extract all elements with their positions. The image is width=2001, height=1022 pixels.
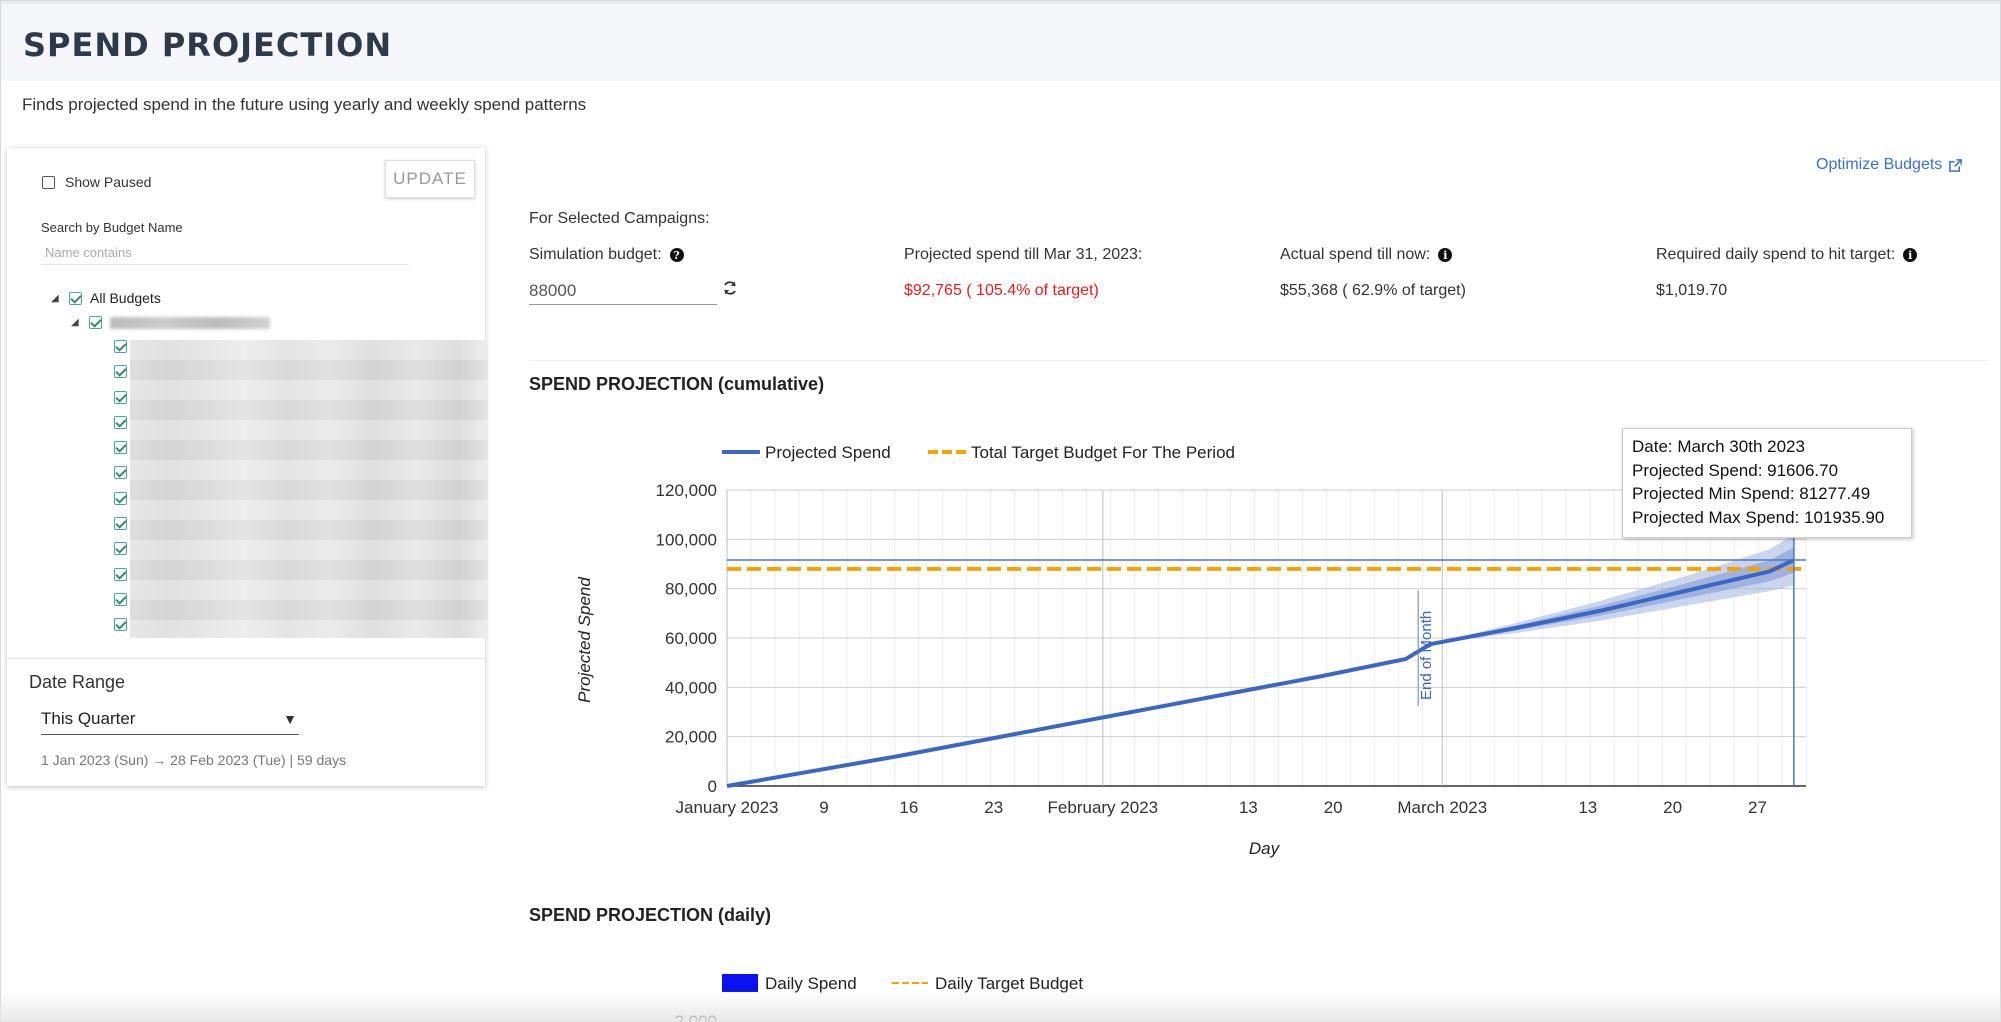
date-range-label: Date Range — [29, 672, 126, 692]
tree-root[interactable]: ◢ All Budgets — [51, 290, 161, 306]
info-icon[interactable]: i — [1438, 248, 1453, 262]
y-tick-label: 100,000 — [656, 530, 717, 549]
tooltip-projected: Projected Spend: 91606.70 — [1632, 460, 1839, 480]
budget-checkbox[interactable] — [114, 517, 127, 530]
simulation-budget-input[interactable] — [529, 278, 717, 305]
budget-checkbox[interactable] — [114, 365, 127, 378]
redacted-account-name — [110, 316, 270, 329]
x-tick-label: 20 — [1663, 798, 1682, 817]
actual-spend-text: Actual spend till now: — [1280, 246, 1431, 263]
actual-spend-value: $55,368 ( 62.9% of target) — [1280, 282, 1466, 299]
budget-checkbox[interactable] — [114, 416, 127, 429]
optimize-budgets-link[interactable]: Optimize Budgets — [1816, 156, 1963, 174]
budget-checkbox[interactable] — [114, 542, 127, 555]
y-axis-title: Projected Spend — [575, 577, 594, 703]
update-button[interactable]: UPDATE — [385, 160, 475, 198]
date-range-value: This Quarter — [41, 709, 136, 728]
date-range-select[interactable]: This Quarter ▼ — [41, 704, 299, 735]
show-paused-toggle[interactable]: Show Paused — [42, 174, 151, 190]
x-tick-label: 23 — [984, 798, 1003, 817]
filter-panel: Show Paused UPDATE Search by Budget Name… — [7, 148, 488, 786]
all-budgets-label: All Budgets — [90, 290, 161, 306]
projected-spend-value: $92,765 ( 105.4% of target) — [904, 282, 1099, 299]
projection-range-band — [1430, 534, 1794, 645]
x-tick-label: 13 — [1578, 798, 1597, 817]
for-selected-label: For Selected Campaigns: — [529, 210, 710, 227]
info-icon[interactable]: i — [1903, 248, 1918, 262]
page-header: SPEND PROJECTION — [1, 1, 2000, 81]
projected-spend-text: Projected spend till Mar 31, 2023: — [904, 246, 1143, 263]
chevron-down-icon[interactable]: ▼ — [283, 711, 297, 727]
help-icon[interactable]: ? — [669, 248, 684, 262]
projected-spend-line — [726, 558, 1795, 788]
y-tick-label: 20,000 — [665, 728, 717, 747]
legend-daily-spend-label: Daily Spend — [765, 974, 857, 993]
bottom-shade — [0, 990, 2001, 1022]
simulation-budget-label: Simulation budget: ? — [529, 246, 684, 264]
y-tick-label: 60,000 — [665, 629, 717, 648]
collapse-triangle-icon[interactable]: ◢ — [71, 317, 79, 328]
show-paused-checkbox[interactable] — [42, 175, 55, 189]
y-tick-label: 80,000 — [665, 580, 717, 599]
search-input[interactable] — [41, 240, 409, 265]
legend-daily-spend-swatch — [722, 974, 758, 992]
budget-checkbox[interactable] — [114, 618, 127, 631]
panel-divider — [7, 658, 485, 659]
legend-target-label: Total Target Budget For The Period — [971, 443, 1235, 462]
budget-checkbox[interactable] — [114, 391, 127, 404]
tooltip-max: Projected Max Spend: 101935.90 — [1632, 507, 1885, 527]
budget-checkbox[interactable] — [114, 593, 127, 606]
budget-checkbox[interactable] — [114, 568, 127, 581]
refresh-icon[interactable] — [722, 280, 738, 296]
x-tick-label: 27 — [1748, 798, 1767, 817]
account-checkbox[interactable] — [89, 316, 102, 329]
end-of-month-label: End of Month — [1418, 611, 1435, 700]
x-tick-label: 20 — [1324, 798, 1343, 817]
actual-spend-label: Actual spend till now: i — [1280, 246, 1453, 264]
external-link-icon — [1949, 158, 1963, 172]
chart-tooltip: Date: March 30th 2023 Projected Spend: 9… — [1622, 428, 1912, 538]
budget-checkbox[interactable] — [114, 340, 127, 353]
all-budgets-checkbox[interactable] — [69, 291, 82, 305]
legend-projected-label: Projected Spend — [765, 443, 891, 462]
x-tick-label: 9 — [819, 798, 828, 817]
legend-daily-target-label: Daily Target Budget — [935, 974, 1083, 993]
tooltip-min: Projected Min Spend: 81277.49 — [1632, 484, 1871, 503]
optimize-budgets-label: Optimize Budgets — [1816, 156, 1943, 173]
date-range-info: 1 Jan 2023 (Sun) → 28 Feb 2023 (Tue) | 5… — [41, 752, 347, 768]
simulation-budget-text: Simulation budget: — [529, 246, 662, 263]
required-daily-value: $1,019.70 — [1656, 282, 1728, 299]
search-label: Search by Budget Name — [41, 220, 183, 235]
tooltip-date: Date: March 30th 2023 — [1632, 437, 1805, 456]
budget-checkbox[interactable] — [114, 466, 127, 479]
redacted-budget-list — [130, 340, 488, 638]
cumulative-chart-title: SPEND PROJECTION (cumulative) — [529, 374, 825, 394]
show-paused-label: Show Paused — [65, 174, 152, 190]
budget-checkbox[interactable] — [114, 441, 127, 454]
page-title: SPEND PROJECTION — [23, 26, 393, 64]
x-tick-label: March 2023 — [1397, 798, 1487, 817]
y-tick-label: 120,000 — [656, 481, 717, 500]
y-tick-label: 0 — [708, 777, 717, 796]
projected-spend-label: Projected spend till Mar 31, 2023: — [904, 246, 1142, 264]
daily-chart-title: SPEND PROJECTION (daily) — [529, 905, 772, 925]
x-tick-label: February 2023 — [1048, 798, 1159, 817]
x-tick-label: 16 — [899, 798, 918, 817]
page-subtitle: Finds projected spend in the future usin… — [22, 95, 587, 114]
collapse-triangle-icon[interactable]: ◢ — [51, 292, 59, 304]
x-axis-title: Day — [1249, 839, 1281, 858]
required-daily-text: Required daily spend to hit target: — [1656, 246, 1896, 263]
x-tick-label: 13 — [1239, 798, 1258, 817]
required-daily-label: Required daily spend to hit target: i — [1656, 246, 1918, 264]
budget-checkbox[interactable] — [114, 492, 127, 505]
x-tick-label: January 2023 — [675, 798, 778, 817]
section-divider — [529, 360, 1989, 361]
tree-account[interactable]: ◢ — [71, 316, 270, 329]
y-tick-label: 40,000 — [665, 678, 717, 697]
